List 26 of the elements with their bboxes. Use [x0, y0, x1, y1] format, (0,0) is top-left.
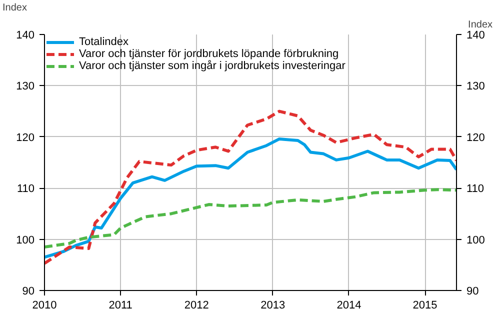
- y-tick-label: 110: [16, 183, 35, 196]
- legend-label: Varor och tjänster för jordbrukets löpande förbrukning: [79, 48, 339, 60]
- y-axis-title: Index: [2, 2, 27, 14]
- x-tick-label: 2014: [336, 300, 362, 312]
- line-series: [44, 137, 456, 259]
- x-tick-label: 2011: [108, 300, 132, 312]
- legend-label: Varor och tjänster som ingår i jordbrukets investeringar: [79, 60, 346, 72]
- y2-tick-label: 140: [466, 30, 485, 42]
- x-tick-label: 2012: [184, 300, 209, 312]
- y-tick-label: 140: [16, 30, 35, 42]
- line-series: [44, 110, 456, 265]
- x-tick-label: 2010: [32, 300, 57, 312]
- y2-tick-label: 90: [466, 286, 479, 298]
- y-tick-label: 130: [16, 80, 35, 93]
- x-tick-label: 2015: [412, 300, 438, 312]
- y2-tick-label: 120: [466, 132, 485, 144]
- line-series: [44, 188, 456, 248]
- y-tick-label: 90: [22, 286, 35, 298]
- y-tick-label: 100: [16, 234, 35, 246]
- y2-tick-label: 100: [466, 234, 485, 246]
- y2-tick-label: 110: [466, 183, 484, 196]
- x-tick-label: 2013: [260, 300, 286, 312]
- y-tick-label: 120: [16, 132, 35, 144]
- legend-label: Totalindex: [79, 36, 129, 48]
- y2-axis-title: Index: [468, 20, 493, 30]
- y2-tick-label: 130: [466, 80, 485, 93]
